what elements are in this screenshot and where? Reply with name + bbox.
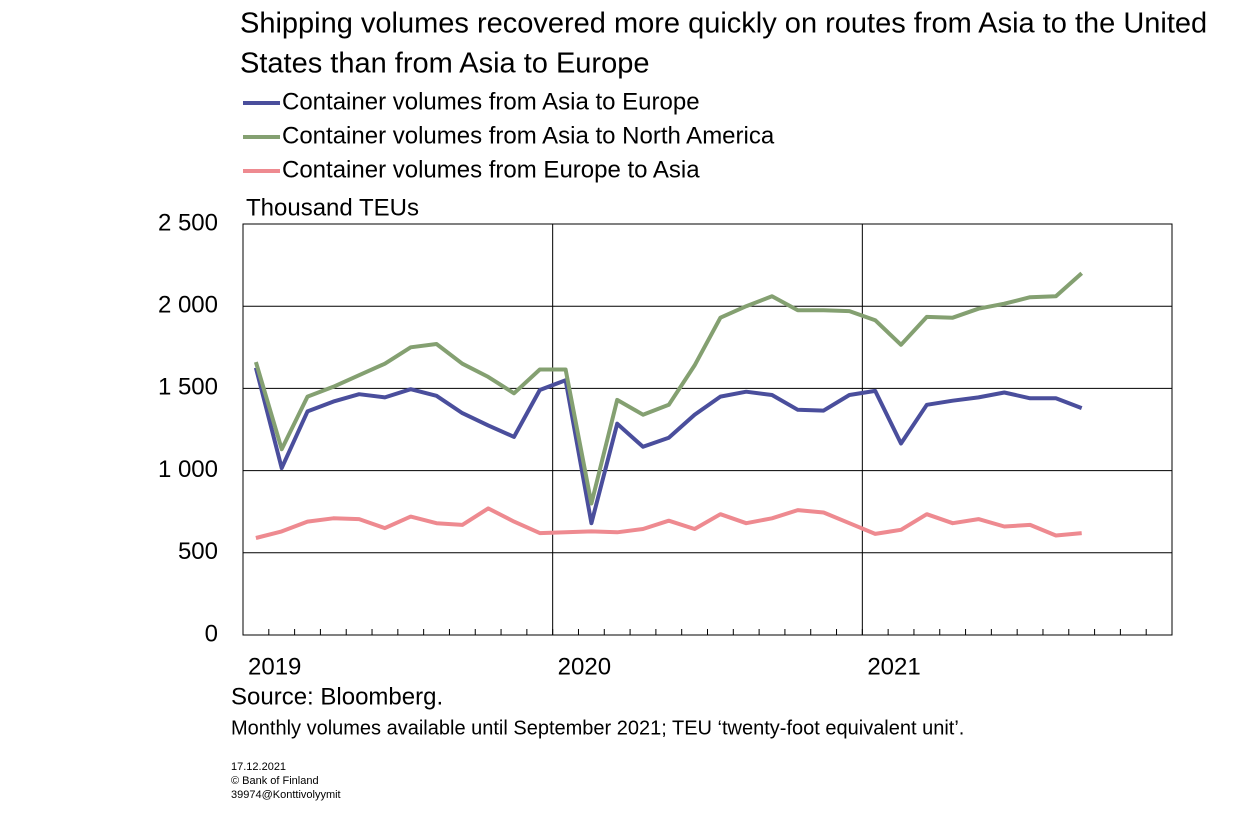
footer: © Bank of Finland — [231, 775, 319, 787]
legend-label: Container volumes from Asia to Europe — [282, 88, 700, 115]
y-tick-label: 2 500 — [158, 209, 218, 236]
note: Monthly volumes available until Septembe… — [231, 717, 964, 739]
y-axis-label: Thousand TEUs — [246, 194, 419, 221]
y-tick-label: 1 500 — [158, 374, 218, 401]
y-tick-label: 500 — [178, 538, 218, 565]
legend-label: Container volumes from Europe to Asia — [282, 156, 700, 183]
source: Source: Bloomberg. — [231, 683, 443, 710]
series-line — [255, 506, 1082, 540]
plot-frame — [242, 223, 1173, 636]
footer: 17.12.2021 — [231, 761, 286, 773]
chart-title: Shipping volumes recovered more quickly … — [240, 8, 1207, 40]
series-line — [253, 367, 1083, 526]
x-tick-label: 2019 — [248, 653, 301, 680]
legend-label: Container volumes from Asia to North Ame… — [282, 122, 775, 149]
y-tick-label: 2 000 — [158, 292, 218, 319]
y-tick-label: 0 — [205, 620, 218, 647]
footer: 39974@Konttivolyymit — [231, 789, 341, 801]
x-tick-label: 2021 — [867, 653, 920, 680]
series-line — [253, 271, 1084, 506]
x-tick-label: 2020 — [558, 653, 611, 680]
y-tick-label: 1 000 — [158, 456, 218, 483]
chart-title: States than from Asia to Europe — [240, 48, 649, 80]
